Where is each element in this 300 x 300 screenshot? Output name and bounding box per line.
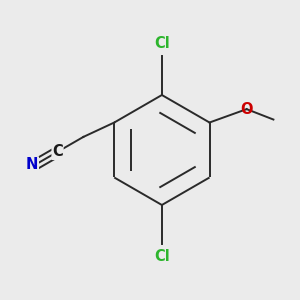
Text: Cl: Cl	[154, 36, 170, 51]
Text: C: C	[52, 144, 63, 159]
Text: O: O	[240, 102, 253, 117]
Text: Cl: Cl	[154, 249, 170, 264]
Text: N: N	[26, 157, 38, 172]
